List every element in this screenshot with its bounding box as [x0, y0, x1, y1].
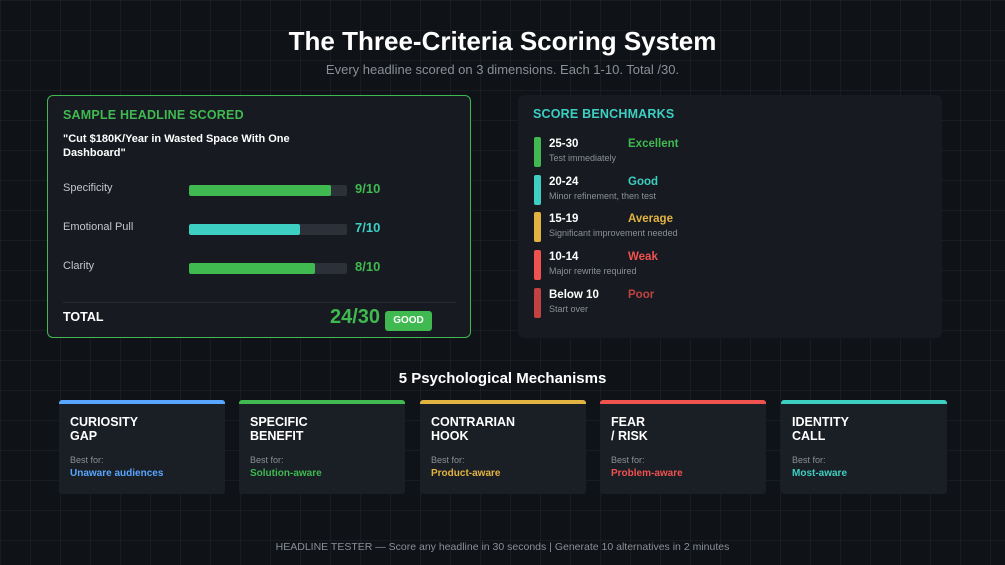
- audience-label: Problem-aware: [611, 468, 683, 479]
- mechanism-name: SPECIFIC BENEFIT: [250, 415, 308, 443]
- benchmark-color-bar: [534, 137, 541, 167]
- mechanism-card-fear-risk: FEAR / RISK Best for: Problem-aware: [600, 400, 766, 494]
- best-for-label: Best for:: [611, 455, 645, 465]
- card-accent-bar: [600, 400, 766, 404]
- card-accent-bar: [59, 400, 225, 404]
- benchmark-color-bar: [534, 212, 541, 242]
- best-for-label: Best for:: [70, 455, 104, 465]
- audience-label: Most-aware: [792, 468, 848, 479]
- benchmark-description: Major rewrite required: [549, 266, 637, 276]
- total-status-badge: GOOD: [385, 311, 432, 331]
- benchmark-description: Significant improvement needed: [549, 228, 678, 238]
- mechanism-name: IDENTITY CALL: [792, 415, 849, 443]
- mechanism-card-contrarian-hook: CONTRARIAN HOOK Best for: Product-aware: [420, 400, 586, 494]
- audience-label: Unaware audiences: [70, 468, 164, 479]
- benchmark-rating: Weak: [628, 251, 658, 263]
- mechanism-name: FEAR / RISK: [611, 415, 648, 443]
- benchmark-range: 15-19: [549, 213, 579, 225]
- metric-bar-track: [189, 224, 347, 235]
- sample-headline-panel: SAMPLE HEADLINE SCORED "Cut $180K/Year i…: [47, 95, 471, 338]
- metric-bar-track: [189, 185, 347, 196]
- benchmark-range: 10-14: [549, 251, 579, 263]
- benchmark-rating: Average: [628, 213, 673, 225]
- total-divider: [63, 302, 456, 303]
- benchmark-color-bar: [534, 250, 541, 280]
- best-for-label: Best for:: [431, 455, 465, 465]
- metric-bar-track: [189, 263, 347, 274]
- audience-label: Product-aware: [431, 468, 501, 479]
- score-benchmarks-panel: SCORE BENCHMARKS 25-30 Excellent Test im…: [518, 95, 942, 338]
- audience-label: Solution-aware: [250, 468, 322, 479]
- benchmark-description: Start over: [549, 304, 589, 314]
- benchmark-color-bar: [534, 175, 541, 205]
- metric-bar-fill: [189, 224, 300, 235]
- sample-headline-text: "Cut $180K/Year in Wasted Space With One…: [63, 133, 290, 159]
- benchmark-rating: Poor: [628, 289, 655, 301]
- benchmark-description: Test immediately: [549, 153, 617, 163]
- metric-score: 7/10: [355, 220, 381, 235]
- benchmark-row-poor: Below 10 Poor Start over: [534, 288, 924, 318]
- metric-bar-fill: [189, 263, 316, 274]
- card-accent-bar: [781, 400, 947, 404]
- mechanism-name: CONTRARIAN HOOK: [431, 415, 516, 443]
- benchmark-range: Below 10: [549, 289, 599, 301]
- mechanism-card-curiosity-gap: CURIOSITY GAP Best for: Unaware audiences: [59, 400, 225, 494]
- metric-emotional-pull: Emotional Pull 7/10: [63, 219, 463, 239]
- best-for-label: Best for:: [250, 455, 284, 465]
- mechanism-card-identity-call: IDENTITY CALL Best for: Most-aware: [781, 400, 947, 494]
- page-subtitle: Every headline scored on 3 dimensions. E…: [325, 62, 680, 77]
- benchmark-range: 25-30: [549, 138, 579, 150]
- benchmark-description: Minor refinement, then test: [549, 191, 657, 201]
- card-accent-bar: [239, 400, 405, 404]
- card-accent-bar: [420, 400, 586, 404]
- metric-specificity: Specificity 9/10: [63, 180, 463, 200]
- page-title: The Three-Criteria Scoring System: [288, 26, 717, 56]
- benchmark-range: 20-24: [549, 176, 579, 188]
- benchmark-rating: Good: [628, 176, 659, 188]
- benchmark-row-good: 20-24 Good Minor refinement, then test: [534, 175, 924, 205]
- footer-text: HEADLINE TESTER — Score any headline in …: [275, 541, 730, 553]
- best-for-label: Best for:: [792, 455, 826, 465]
- benchmark-row-average: 15-19 Average Significant improvement ne…: [534, 212, 924, 242]
- benchmark-row-excellent: 25-30 Excellent Test immediately: [534, 137, 924, 167]
- benchmarks-heading: SCORE BENCHMARKS: [533, 107, 675, 121]
- metric-label: Emotional Pull: [63, 221, 134, 233]
- metric-label: Specificity: [63, 182, 113, 194]
- metric-score: 9/10: [355, 181, 381, 196]
- total-label: TOTAL: [63, 310, 104, 324]
- metric-clarity: Clarity 8/10: [63, 258, 463, 278]
- metric-bar-fill: [189, 185, 332, 196]
- total-score: 24/30: [330, 306, 381, 328]
- benchmark-rating: Excellent: [628, 138, 679, 150]
- benchmark-color-bar: [534, 288, 541, 318]
- metric-score: 8/10: [355, 259, 381, 274]
- mechanisms-title: 5 Psychological Mechanisms: [398, 370, 607, 387]
- metric-label: Clarity: [63, 260, 95, 272]
- mechanism-name: CURIOSITY GAP: [70, 415, 139, 443]
- benchmark-row-weak: 10-14 Weak Major rewrite required: [534, 250, 924, 280]
- mechanism-card-specific-benefit: SPECIFIC BENEFIT Best for: Solution-aware: [239, 400, 405, 494]
- sample-panel-heading: SAMPLE HEADLINE SCORED: [63, 108, 244, 122]
